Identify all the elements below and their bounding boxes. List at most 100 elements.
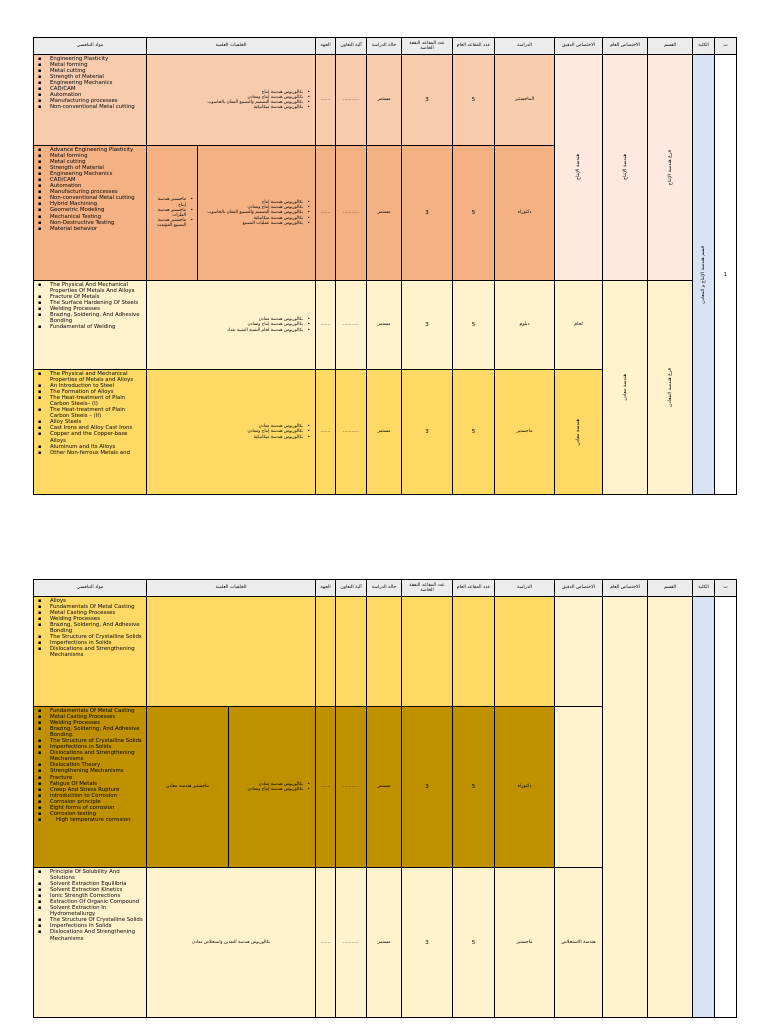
- general-metallurgy-cell: هندسة معادن: [602, 280, 649, 495]
- list-item: Metal forming: [38, 153, 144, 159]
- general-metallurgy-label: هندسة معادن: [622, 374, 628, 401]
- precise-cell: [554, 706, 604, 868]
- subjects-cell: Fundamentals Of Metal Casting Metal Cast…: [33, 706, 147, 868]
- status-cell: مستمر: [366, 706, 403, 868]
- coop-cell: [335, 596, 368, 707]
- header-status: حالة الدراسة: [366, 579, 403, 597]
- backgrounds-cell: بكالوريوس هندسة التعدين واستخلاص معادن: [145, 867, 317, 1018]
- header-precise: الاختصاص الدقيق: [554, 37, 604, 55]
- status-cell: مستمر: [366, 867, 403, 1018]
- backgrounds-cell: بكالوريوس هندسة معادن بكالوريوس هندسة إن…: [145, 369, 317, 495]
- list-item: The Physical And Mechanical Properties O…: [38, 282, 144, 294]
- list-item: Fundamentals Of Metal Casting: [38, 708, 144, 714]
- seats-private-cell: [401, 596, 454, 707]
- backgrounds-cell: بكالوريوس هندسة معادن بكالوريوس هندسة إن…: [145, 280, 317, 370]
- header-college: الكلية: [692, 37, 716, 55]
- admissions-table-2: مواد التنافسي الخلفيات العلمية الجهة آلي…: [33, 579, 738, 1018]
- header-subjects: مواد التنافسي: [33, 37, 147, 55]
- list-item: بكالوريوس هندسة إنتاج: [151, 90, 310, 95]
- list-item: Hybrid Machining: [38, 201, 144, 207]
- header-coop: آلية التعاون: [335, 37, 368, 55]
- seats-general-cell: 5: [452, 145, 496, 281]
- list-item: Corrosion testing: [38, 811, 144, 817]
- list-item: Brazing, Soldering, And Adhesive Bonding…: [38, 726, 144, 738]
- list-item: Advance Engineering Plasticity: [38, 147, 144, 153]
- header-entity: الجهة: [315, 37, 337, 55]
- coop-cell: ...........: [335, 54, 368, 146]
- header-row: مواد التنافسي الخلفيات العلمية الجهة آلي…: [33, 579, 738, 597]
- list-item: Fracture: [38, 775, 144, 781]
- subjects-cell: Advance Engineering Plasticity Metal for…: [33, 145, 147, 281]
- list-item: Welding Processes: [38, 616, 144, 622]
- list-item: Fundamentals Of Metal Casting: [38, 604, 144, 610]
- list-item: CAD/CAM: [38, 86, 144, 92]
- general-production-cell: هندسة الإنتاج: [602, 54, 649, 281]
- list-item: Solvent Extraction Kinetics: [38, 887, 144, 893]
- list-item: Fracture Of Metals: [38, 294, 144, 300]
- dept-production-cell: فرع هندسة الإنتاج: [647, 54, 694, 281]
- list-item: Metal Casting Processes: [38, 714, 144, 720]
- masters-list: ماجستير هندسة إنتاج ماجستير هندسة الفلزا…: [150, 197, 194, 228]
- status-cell: مستمر: [366, 369, 403, 495]
- subjects-cell: Engineering Plasticity Metal forming Met…: [33, 54, 147, 146]
- precise-metallurgy-cell: هندسة معادن: [554, 369, 604, 495]
- list-item: Aluminum and Its Alloys: [38, 444, 144, 450]
- header-seats-general: عدد المقاعد العام: [452, 37, 496, 55]
- list-item: Metal cutting: [38, 159, 144, 165]
- status-cell: [366, 596, 403, 707]
- study-cell: الماجستير: [494, 54, 556, 146]
- list-item: Strengthening Mechanisms: [38, 768, 144, 774]
- table-row: The Physical And Mechanical Properties O…: [33, 280, 737, 495]
- general-cell: [602, 596, 649, 1018]
- header-subjects: مواد التنافسي: [33, 579, 147, 597]
- header-status: حالة الدراسة: [366, 37, 403, 55]
- list-item: بكالوريوس هندسة معادن: [151, 317, 310, 322]
- entity-cell: .......: [315, 369, 337, 495]
- list-item: Eight forms of corrosion: [38, 805, 144, 811]
- list-item: بكالوريوس هندسة معادن: [233, 782, 310, 787]
- seats-general-cell: 5: [452, 369, 496, 495]
- college-cell: قسم هندسة الإنتاج و المعادن: [692, 54, 716, 495]
- list-item: Automation: [38, 92, 144, 98]
- header-backgrounds: الخلفيات العلمية: [145, 579, 317, 597]
- study-cell: دكتوراه: [494, 706, 556, 868]
- status-cell: مستمر: [366, 54, 403, 146]
- masters-background-cell: ماجستير هندسة معادن: [146, 706, 229, 868]
- list-item: Non-conventional Metal cutting: [38, 195, 144, 201]
- list-item: Metal cutting: [38, 68, 144, 74]
- masters-background-cell: ماجستير هندسة إنتاج ماجستير هندسة الفلزا…: [146, 145, 198, 281]
- list-item: Principle Of Solubility And Solutions: [38, 869, 144, 881]
- header-row: مواد التنافسي الخلفيات العلمية الجهة آلي…: [33, 37, 738, 55]
- status-cell: مستمر: [366, 145, 403, 281]
- subjects-list: Principle Of Solubility And Solutions So…: [36, 869, 144, 942]
- list-item: Metal forming: [38, 62, 144, 68]
- header-precise: الاختصاص الدقيق: [554, 579, 604, 597]
- list-item: The Structure of Crystalline Solids: [38, 738, 144, 744]
- header-general: الاختصاص العام: [602, 37, 649, 55]
- backgrounds-list: بكالوريوس هندسة معادن بكالوريوس هندسة إن…: [151, 317, 311, 333]
- header-coop: آلية التعاون: [335, 579, 368, 597]
- list-item: introduction to Corrosion: [38, 793, 144, 799]
- table-row: Engineering Plasticity Metal forming Met…: [33, 54, 738, 495]
- coop-cell: ...........: [335, 369, 368, 495]
- seats-general-cell: 5: [452, 54, 496, 146]
- list-item: Mechanical Testing: [38, 214, 144, 220]
- dept-metallurgy-label: فرع هندسة المعادن: [667, 368, 673, 407]
- entity-cell: .......: [315, 867, 337, 1018]
- list-item: Cast Irons and Alloy Cast Irons: [38, 425, 144, 431]
- list-item: بكالوريوس هندسة التصميم والتصنيع المعان …: [151, 100, 310, 105]
- precise-production-cell: هندسة الإنتاج: [554, 54, 604, 281]
- header-entity: الجهة: [315, 579, 337, 597]
- precise-production-label: هندسة الإنتاج: [576, 154, 582, 181]
- list-item: Dislocations And Strengthening Mechanism…: [38, 929, 144, 941]
- college-cell: [692, 596, 716, 1018]
- list-item: The Heat-treatment of Plain Carbon Steel…: [38, 395, 144, 407]
- list-item: ماجستير هندسة إنتاج: [150, 197, 193, 207]
- general-production-label: هندسة الإنتاج: [622, 154, 628, 181]
- list-item: High temperature corrosion: [38, 817, 144, 823]
- subjects-cell: The Physical And Mechanical Properties O…: [33, 280, 147, 370]
- list-item: Other Non-ferrous Metals and: [38, 450, 144, 456]
- list-item: بكالوريوس هندسة إنتاج ومعادن: [151, 429, 310, 434]
- list-item: Dislocation Theory: [38, 762, 144, 768]
- list-item: Geometric Modeling: [38, 207, 144, 213]
